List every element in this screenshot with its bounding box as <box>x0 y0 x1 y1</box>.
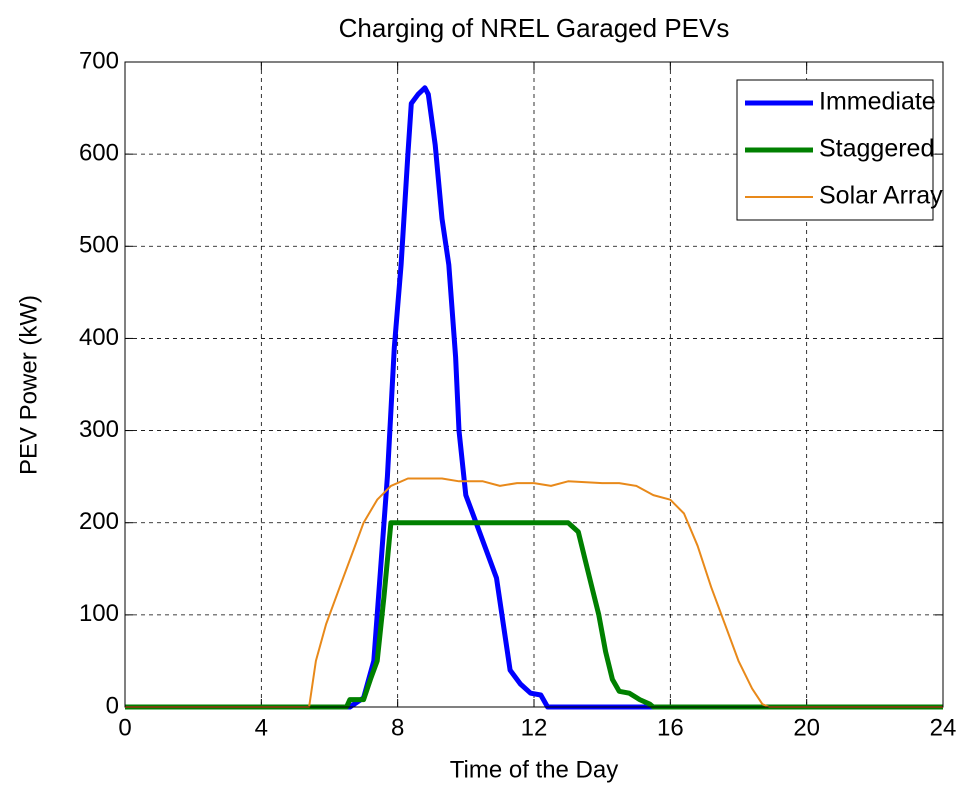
y-tick-label: 600 <box>79 139 119 166</box>
x-tick-label: 16 <box>657 714 684 741</box>
chart-title: Charging of NREL Garaged PEVs <box>339 13 730 43</box>
y-tick-label: 700 <box>79 47 119 74</box>
series-line <box>125 520 943 710</box>
legend-label: Solar Array <box>819 182 943 210</box>
series-line <box>125 477 943 708</box>
y-tick-label: 200 <box>79 508 119 535</box>
x-tick-label: 4 <box>255 714 268 741</box>
y-tick-label: 100 <box>79 600 119 627</box>
series-line <box>125 85 943 710</box>
plot-frame <box>124 61 944 708</box>
x-tick-label: 12 <box>521 714 548 741</box>
y-tick-label: 400 <box>79 324 119 351</box>
y-tick-label: 500 <box>79 232 119 259</box>
legend-label: Immediate <box>819 88 936 116</box>
x-tick-label: 24 <box>930 714 957 741</box>
x-axis-label: Time of the Day <box>450 756 619 783</box>
x-tick-label: 8 <box>391 714 404 741</box>
y-axis-label: PEV Power (kW) <box>15 295 42 475</box>
y-tick-label: 300 <box>79 416 119 443</box>
x-tick-label: 0 <box>118 714 131 741</box>
legend-label: Staggered <box>819 135 934 163</box>
x-tick-label: 20 <box>793 714 820 741</box>
y-tick-label: 0 <box>106 692 119 719</box>
